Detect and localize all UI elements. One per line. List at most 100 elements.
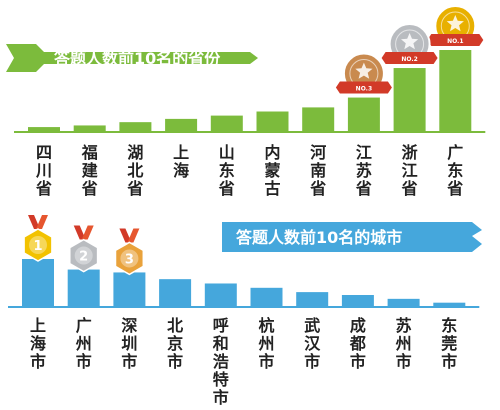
category-label-深圳市-1: 圳 [121, 334, 137, 353]
category-label-深圳市-0: 深 [121, 316, 137, 335]
bar-福建省 [73, 125, 106, 132]
category-label-杭州市-2: 市 [258, 352, 274, 371]
category-label-湖北省-1: 北 [127, 161, 143, 180]
category-label-武汉市-2: 市 [304, 352, 320, 371]
medal-广州市: 2 [69, 225, 99, 273]
category-label-杭州市-0: 杭 [258, 316, 274, 335]
category-label-四川省-2: 省 [35, 179, 52, 198]
category-label-呼和浩特市-1: 和 [213, 334, 229, 353]
category-label-北京市-2: 市 [167, 352, 183, 371]
category-label-广东省-1: 东 [447, 161, 463, 180]
category-label-河南省-2: 省 [309, 179, 326, 198]
category-label-深圳市-2: 市 [121, 352, 137, 371]
medal-label-广东省: NO.1 [447, 38, 463, 45]
category-label-呼和浩特市-3: 特 [213, 370, 229, 389]
category-label-成都市-0: 成 [350, 316, 366, 335]
category-label-广州市-1: 州 [75, 334, 92, 353]
medal-江苏省: NO.3 [335, 52, 392, 95]
category-label-广东省-2: 省 [446, 179, 463, 198]
category-label-湖北省-0: 湖 [127, 143, 143, 162]
category-label-东莞市-2: 市 [441, 352, 457, 371]
category-label-江苏省-1: 苏 [356, 161, 372, 180]
bar-苏州市 [387, 298, 420, 307]
city-title-banner: 答题人数前10名的城市 [222, 222, 482, 252]
category-label-上海市-2: 市 [30, 352, 46, 371]
bar-广州市 [67, 269, 100, 307]
city-chart-title: 答题人数前10名的城市 [236, 228, 402, 247]
medal-label-浙江省: NO.2 [401, 56, 417, 63]
category-label-北京市-0: 北 [167, 316, 183, 335]
category-label-河南省-1: 南 [310, 161, 326, 180]
bar-成都市 [341, 295, 374, 307]
category-label-上海市-1: 海 [30, 334, 46, 353]
category-label-武汉市-0: 武 [304, 316, 320, 335]
bar-东莞市 [433, 302, 466, 307]
bar-四川省 [28, 127, 60, 132]
medal-label-江苏省: NO.3 [356, 86, 372, 93]
category-label-浙江省-0: 浙 [402, 143, 418, 162]
category-label-成都市-2: 市 [350, 352, 366, 371]
bar-江苏省 [347, 97, 380, 132]
category-label-山东省-0: 山 [219, 143, 235, 162]
bar-广东省 [439, 50, 472, 132]
category-label-北京市-1: 京 [167, 334, 183, 353]
category-label-广州市-0: 广 [76, 316, 92, 335]
category-label-广东省-0: 广 [447, 143, 463, 162]
province-chart-title: 答题人数前10名的省份 [54, 49, 221, 68]
category-label-内蒙古-1: 蒙 [264, 161, 280, 180]
bar-深圳市 [113, 272, 146, 307]
category-label-福建省-0: 福 [81, 143, 98, 162]
category-label-浙江省-1: 江 [402, 161, 418, 180]
medal-label-深圳市: 3 [125, 252, 134, 267]
category-label-江苏省-0: 江 [356, 143, 372, 162]
category-label-浙江省-2: 省 [401, 179, 418, 198]
category-label-内蒙古-2: 古 [264, 179, 280, 198]
category-label-苏州市-0: 苏 [396, 316, 412, 335]
province-chart: 四川省福建省湖北省上海山东省内蒙古河南省江苏省浙江省广东省NO.1NO.2NO.… [14, 5, 486, 198]
category-label-成都市-1: 都 [349, 334, 366, 353]
bar-北京市 [159, 279, 192, 307]
category-label-呼和浩特市-0: 呼 [213, 316, 229, 335]
medal-浙江省: NO.2 [381, 23, 438, 66]
category-label-上海市-0: 上 [30, 316, 46, 335]
medal-深圳市: 3 [114, 228, 145, 276]
category-label-上海-1: 海 [173, 161, 189, 180]
category-label-上海-0: 上 [173, 143, 189, 162]
category-label-山东省-2: 省 [218, 179, 235, 198]
medal-上海市: 1 [23, 215, 53, 262]
bar-呼和浩特市 [204, 283, 237, 307]
bar-武汉市 [296, 292, 329, 307]
category-label-广州市-2: 市 [76, 352, 92, 371]
category-label-河南省-0: 河 [310, 143, 326, 162]
category-label-山东省-1: 东 [219, 161, 235, 180]
category-label-苏州市-1: 州 [395, 334, 412, 353]
bar-山东省 [210, 115, 243, 132]
category-label-杭州市-1: 州 [257, 334, 274, 353]
category-label-福建省-2: 省 [81, 179, 98, 198]
category-label-东莞市-0: 东 [441, 316, 457, 335]
bar-上海市 [22, 259, 54, 307]
category-label-东莞市-1: 莞 [441, 334, 457, 353]
medal-广东省: NO.1 [427, 5, 484, 47]
category-label-苏州市-2: 市 [396, 352, 412, 371]
bar-浙江省 [393, 68, 426, 132]
bar-河南省 [302, 107, 335, 132]
bar-内蒙古 [256, 111, 289, 132]
bar-杭州市 [250, 287, 283, 307]
bar-湖北省 [119, 122, 152, 132]
category-label-呼和浩特市-4: 市 [213, 388, 229, 407]
category-label-湖北省-2: 省 [126, 179, 143, 198]
category-label-呼和浩特市-2: 浩 [213, 352, 229, 371]
medal-label-上海市: 1 [33, 239, 42, 254]
category-label-江苏省-2: 省 [355, 179, 372, 198]
bar-上海 [165, 118, 198, 132]
category-label-四川省-1: 川 [35, 161, 52, 180]
category-label-武汉市-1: 汉 [304, 334, 321, 353]
medal-label-广州市: 2 [79, 250, 88, 265]
category-label-四川省-0: 四 [36, 143, 52, 162]
category-label-福建省-1: 建 [82, 161, 98, 180]
category-label-内蒙古-0: 内 [264, 143, 280, 162]
province-title-banner: 答题人数前10名的省份 [6, 44, 258, 72]
